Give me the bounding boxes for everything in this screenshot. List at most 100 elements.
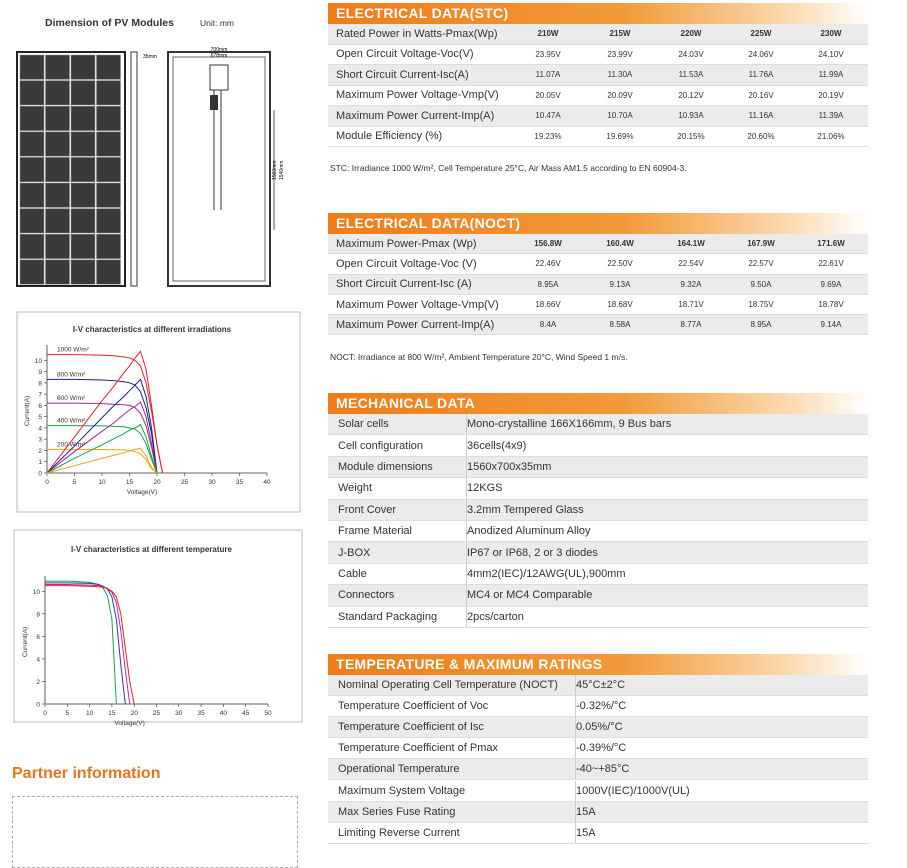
section-header: MECHANICAL DATA xyxy=(328,393,868,414)
table-row: Weight 12KGS xyxy=(328,478,868,500)
row-value: 20.19V xyxy=(818,90,844,100)
row-value: 11.76A xyxy=(748,70,774,80)
y-tick-label: 6 xyxy=(36,634,40,641)
row-value: 0.05%/°C xyxy=(575,717,866,738)
cell xyxy=(45,131,70,157)
curve xyxy=(46,447,158,474)
curve xyxy=(47,378,158,474)
row-value: 24.06V xyxy=(748,49,774,59)
x-tick-label: 5 xyxy=(73,479,77,486)
row-value: IP67 or IP68, 2 or 3 diodes xyxy=(466,542,867,563)
y-tick-label: 6 xyxy=(38,403,42,410)
dim-label: 1540mm xyxy=(279,161,285,180)
table-row: Solar cells Mono-crystalline 166X166mm, 9… xyxy=(328,414,868,436)
y-tick-label: 1 xyxy=(38,459,42,466)
row-value: 225W xyxy=(750,29,772,39)
row-label: Module dimensions xyxy=(338,460,433,473)
table-row: J-BOX IP67 or IP68, 2 or 3 diodes xyxy=(328,542,868,564)
cell xyxy=(70,233,96,259)
x-tick-label: 0 xyxy=(43,710,47,717)
cell xyxy=(19,157,45,183)
row-value: 18.68V xyxy=(607,300,633,310)
y-tick-label: 10 xyxy=(35,358,43,365)
section-note: STC: Irradiance 1000 W/m², Cell Temperat… xyxy=(330,163,687,173)
row-value: 18.78V xyxy=(818,300,844,310)
row-label: Frame Material xyxy=(338,525,412,538)
cell xyxy=(70,208,96,234)
row-value: 15A xyxy=(575,801,866,822)
row-value: 18.66V xyxy=(535,300,561,310)
table-row: Maximum Power-Pmax (Wp) 156.8W 160.4W 164.1… xyxy=(328,234,868,255)
row-value: 12KGS xyxy=(466,478,867,499)
table-row: Rated Power in Watts-Pmax(Wp) 210W 215W 220… xyxy=(328,24,868,45)
cell xyxy=(45,105,70,131)
y-tick-label: 7 xyxy=(38,392,42,399)
section-header: TEMPERATURE & MAXIMUM RATINGS xyxy=(328,654,868,675)
table-row: Nominal Operating Cell Temperature (NOCT… xyxy=(328,675,868,697)
row-label: Maximum Power Voltage-Vmp(V) xyxy=(336,298,499,311)
row-value: 20.60% xyxy=(747,131,775,141)
cell xyxy=(45,233,70,259)
row-value: 22.61V xyxy=(818,259,844,269)
row-value: 210W xyxy=(537,29,559,39)
cell xyxy=(19,105,45,131)
table-row: Limiting Reverse Current 15A xyxy=(328,822,868,844)
dim-label: 678mm xyxy=(211,53,228,59)
cell xyxy=(70,182,96,208)
row-value: 22.50V xyxy=(607,259,633,269)
table-row: Cable 4mm2(IEC)/12AWG(UL),900mm xyxy=(328,563,868,586)
row-label: Standard Packaging xyxy=(338,610,438,623)
cell xyxy=(19,54,45,80)
chart-frame xyxy=(16,311,301,513)
y-tick-label: 4 xyxy=(36,656,40,663)
chart-title: I-V characteristics at different irradia… xyxy=(73,325,232,334)
row-value: 45°C±2°C xyxy=(575,675,866,696)
row-label: Cable xyxy=(338,567,367,580)
row-value: Anodized Aluminum Alloy xyxy=(466,521,867,542)
cell xyxy=(70,259,96,285)
x-tick-label: 25 xyxy=(153,710,161,717)
dimension-title: Dimension of PV Modules xyxy=(45,17,174,29)
cell xyxy=(45,208,70,234)
row-label: Maximum System Voltage xyxy=(338,784,466,797)
row-value: 22.46V xyxy=(535,259,561,269)
y-tick-label: 2 xyxy=(38,448,42,455)
y-tick-label: 4 xyxy=(38,425,42,432)
row-label: Module Efficiency (%) xyxy=(336,130,443,143)
cell xyxy=(70,80,96,106)
x-tick-label: 45 xyxy=(242,710,250,717)
row-value: 8.77A xyxy=(680,320,702,330)
dim-label: 35mm xyxy=(143,54,157,60)
x-tick-label: 10 xyxy=(86,710,94,717)
table-row: Module Efficiency (%) 19.23% 19.69% 20.15% 2… xyxy=(328,127,868,147)
row-value: 11.30A xyxy=(607,70,633,80)
table-row: Frame Material Anodized Aluminum Alloy xyxy=(328,521,868,543)
row-value: 22.57V xyxy=(748,259,774,269)
row-label: Maximum Power Current-Imp(A) xyxy=(336,318,495,331)
row-value: 230W xyxy=(820,29,842,39)
row-value: 156.8W xyxy=(534,239,562,249)
row-value: 20.09V xyxy=(607,90,633,100)
cell xyxy=(45,259,70,285)
row-value: 160.4W xyxy=(606,239,634,249)
row-value: 36cells(4x9) xyxy=(466,435,867,456)
row-value: 171.6W xyxy=(817,239,845,249)
chart-title: I-V characteristics at different tempera… xyxy=(71,545,232,554)
row-value: 9.50A xyxy=(750,279,772,289)
row-value: 20.15% xyxy=(677,131,705,141)
x-tick-label: 30 xyxy=(208,479,216,486)
dimension-unit: Unit: mm xyxy=(200,18,234,28)
row-value: 9.69A xyxy=(820,279,842,289)
cell xyxy=(96,233,121,259)
row-value: 22.54V xyxy=(678,259,704,269)
row-value: 10.70A xyxy=(607,111,633,121)
curve xyxy=(47,402,158,474)
x-tick-label: 50 xyxy=(264,710,272,717)
curve xyxy=(46,350,163,474)
cell xyxy=(96,131,121,157)
row-value: 1560x700x35mm xyxy=(466,456,867,478)
table-row: Maximum System Voltage 1000V(IEC)/1000V(U… xyxy=(328,780,868,802)
x-tick-label: 15 xyxy=(126,479,134,486)
cell xyxy=(96,259,121,285)
